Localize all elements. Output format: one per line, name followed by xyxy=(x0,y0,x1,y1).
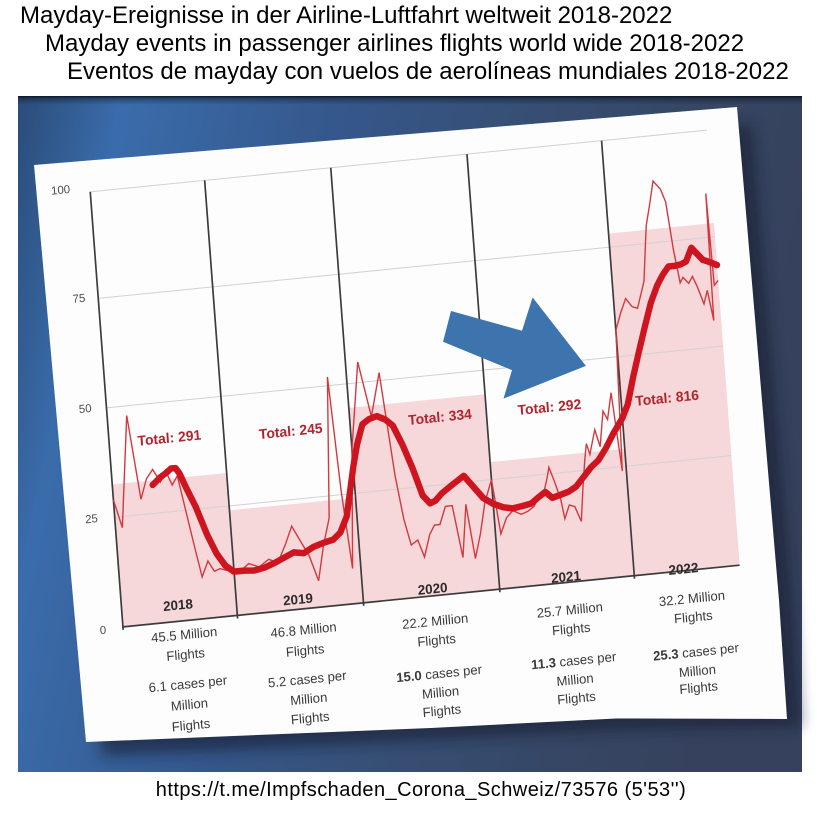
svg-text:Flights: Flights xyxy=(285,641,325,660)
svg-text:Total: 334: Total: 334 xyxy=(408,406,473,428)
svg-text:25: 25 xyxy=(85,513,99,526)
svg-text:Total: 292: Total: 292 xyxy=(517,396,582,418)
svg-text:Total: 245: Total: 245 xyxy=(258,420,323,442)
svg-text:Million: Million xyxy=(290,690,328,709)
svg-text:Flights: Flights xyxy=(166,645,206,664)
svg-text:2018: 2018 xyxy=(163,596,194,614)
svg-text:45.5 Million: 45.5 Million xyxy=(151,624,218,646)
svg-text:Flights: Flights xyxy=(171,716,211,735)
svg-text:100: 100 xyxy=(51,184,71,198)
svg-text:Total: 816: Total: 816 xyxy=(635,386,700,408)
svg-text:Million: Million xyxy=(678,662,716,681)
svg-text:Flights: Flights xyxy=(674,607,714,626)
svg-text:50: 50 xyxy=(78,403,92,416)
svg-text:Million: Million xyxy=(170,695,208,714)
svg-text:Flights: Flights xyxy=(551,620,591,639)
svg-text:Million: Million xyxy=(421,683,459,702)
svg-text:Flights: Flights xyxy=(557,689,597,708)
svg-text:2022: 2022 xyxy=(668,560,699,578)
svg-text:Total: 291: Total: 291 xyxy=(137,426,202,448)
svg-text:25.7 Million: 25.7 Million xyxy=(536,599,603,621)
svg-text:Flights: Flights xyxy=(290,708,330,727)
svg-text:2020: 2020 xyxy=(417,580,448,598)
svg-text:46.8 Million: 46.8 Million xyxy=(270,619,337,641)
svg-text:75: 75 xyxy=(72,293,86,306)
svg-text:Flights: Flights xyxy=(422,701,462,720)
svg-text:2021: 2021 xyxy=(551,568,582,586)
svg-text:2019: 2019 xyxy=(283,590,314,608)
svg-text:32.2 Million: 32.2 Million xyxy=(658,588,725,610)
svg-text:Flights: Flights xyxy=(679,678,719,697)
svg-text:0: 0 xyxy=(99,625,106,638)
svg-text:Million: Million xyxy=(556,670,594,689)
svg-text:22.2 Million: 22.2 Million xyxy=(402,610,469,632)
svg-text:Flights: Flights xyxy=(417,631,457,650)
